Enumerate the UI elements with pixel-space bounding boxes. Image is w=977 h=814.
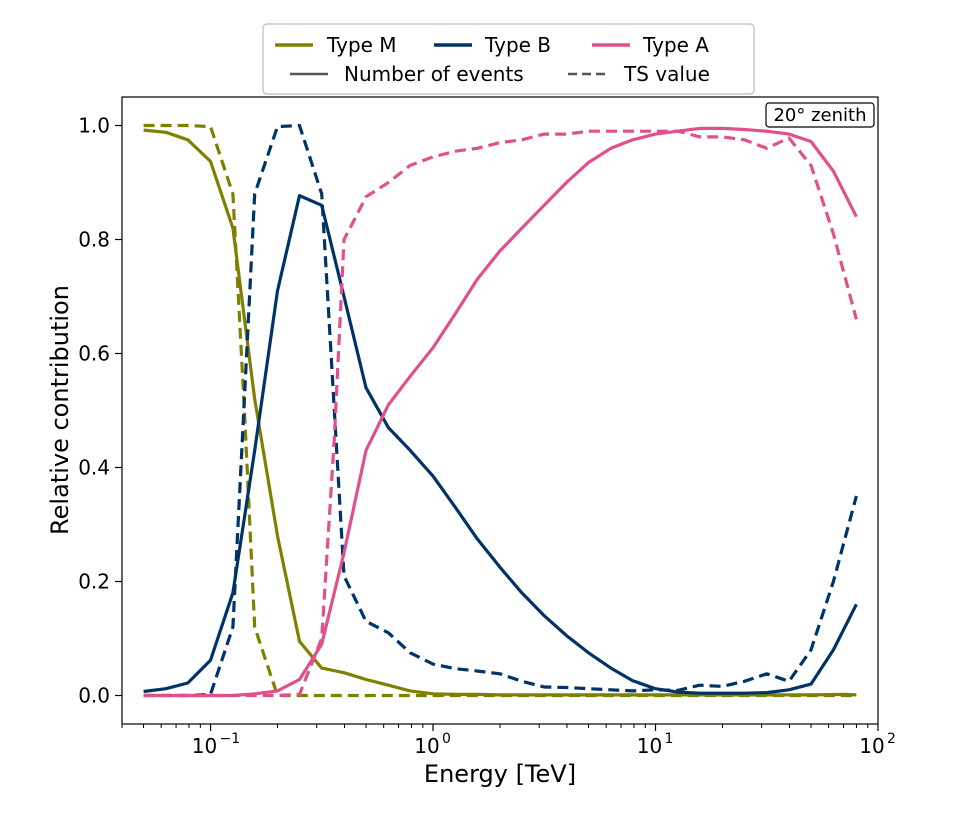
x-tick-exponent: −1: [220, 731, 241, 747]
legend-label-type-m: Type M: [326, 33, 397, 57]
legend-label-type-b: Type B: [484, 33, 551, 57]
plot-area: [121, 96, 879, 725]
y-tick-label: 0.6: [78, 342, 110, 366]
y-ticks: 0.0 0.2 0.4 0.6 0.8 1.0: [78, 114, 122, 708]
x-tick-label: 10: [414, 734, 439, 758]
y-tick-label: 0.4: [78, 456, 110, 480]
legend-label-type-a: Type A: [642, 33, 709, 57]
legend-label-number-of-events: Number of events: [344, 62, 524, 86]
series-line-type-b-ts-value: [143, 123, 858, 698]
x-axis-label: Energy [TeV]: [424, 760, 576, 788]
series-line-type-m-number-of-events: [143, 128, 857, 697]
series-line-type-a-number-of-events: [143, 126, 858, 698]
legend: Type M Type B Type A Number of events TS…: [262, 23, 755, 95]
legend-box: [262, 23, 755, 95]
annotation-box: [765, 102, 875, 128]
x-tick-exponent: 2: [887, 731, 896, 747]
x-tick-label: 10: [859, 734, 884, 758]
y-tick-label: 1.0: [78, 114, 110, 138]
series-layer: [143, 123, 858, 698]
series-line-type-m-ts-value: [143, 123, 857, 698]
legend-label-ts-value: TS value: [623, 62, 710, 86]
x-tick-exponent: 1: [665, 731, 674, 747]
x-ticks: 10 −1 10 0 10 1 10 2: [121, 724, 896, 758]
y-axis-label: Relative contribution: [46, 285, 74, 535]
y-tick-label: 0.2: [78, 570, 110, 594]
annotation-zenith: 20° zenith: [773, 105, 866, 126]
y-tick-label: 0.8: [78, 228, 110, 252]
x-tick-exponent: 0: [442, 731, 451, 747]
series-line-type-b-number-of-events: [143, 194, 858, 695]
y-tick-label: 0.0: [78, 684, 110, 708]
x-tick-label: 10: [637, 734, 662, 758]
series-line-type-a-ts-value: [143, 129, 858, 698]
x-tick-label: 10: [192, 734, 217, 758]
